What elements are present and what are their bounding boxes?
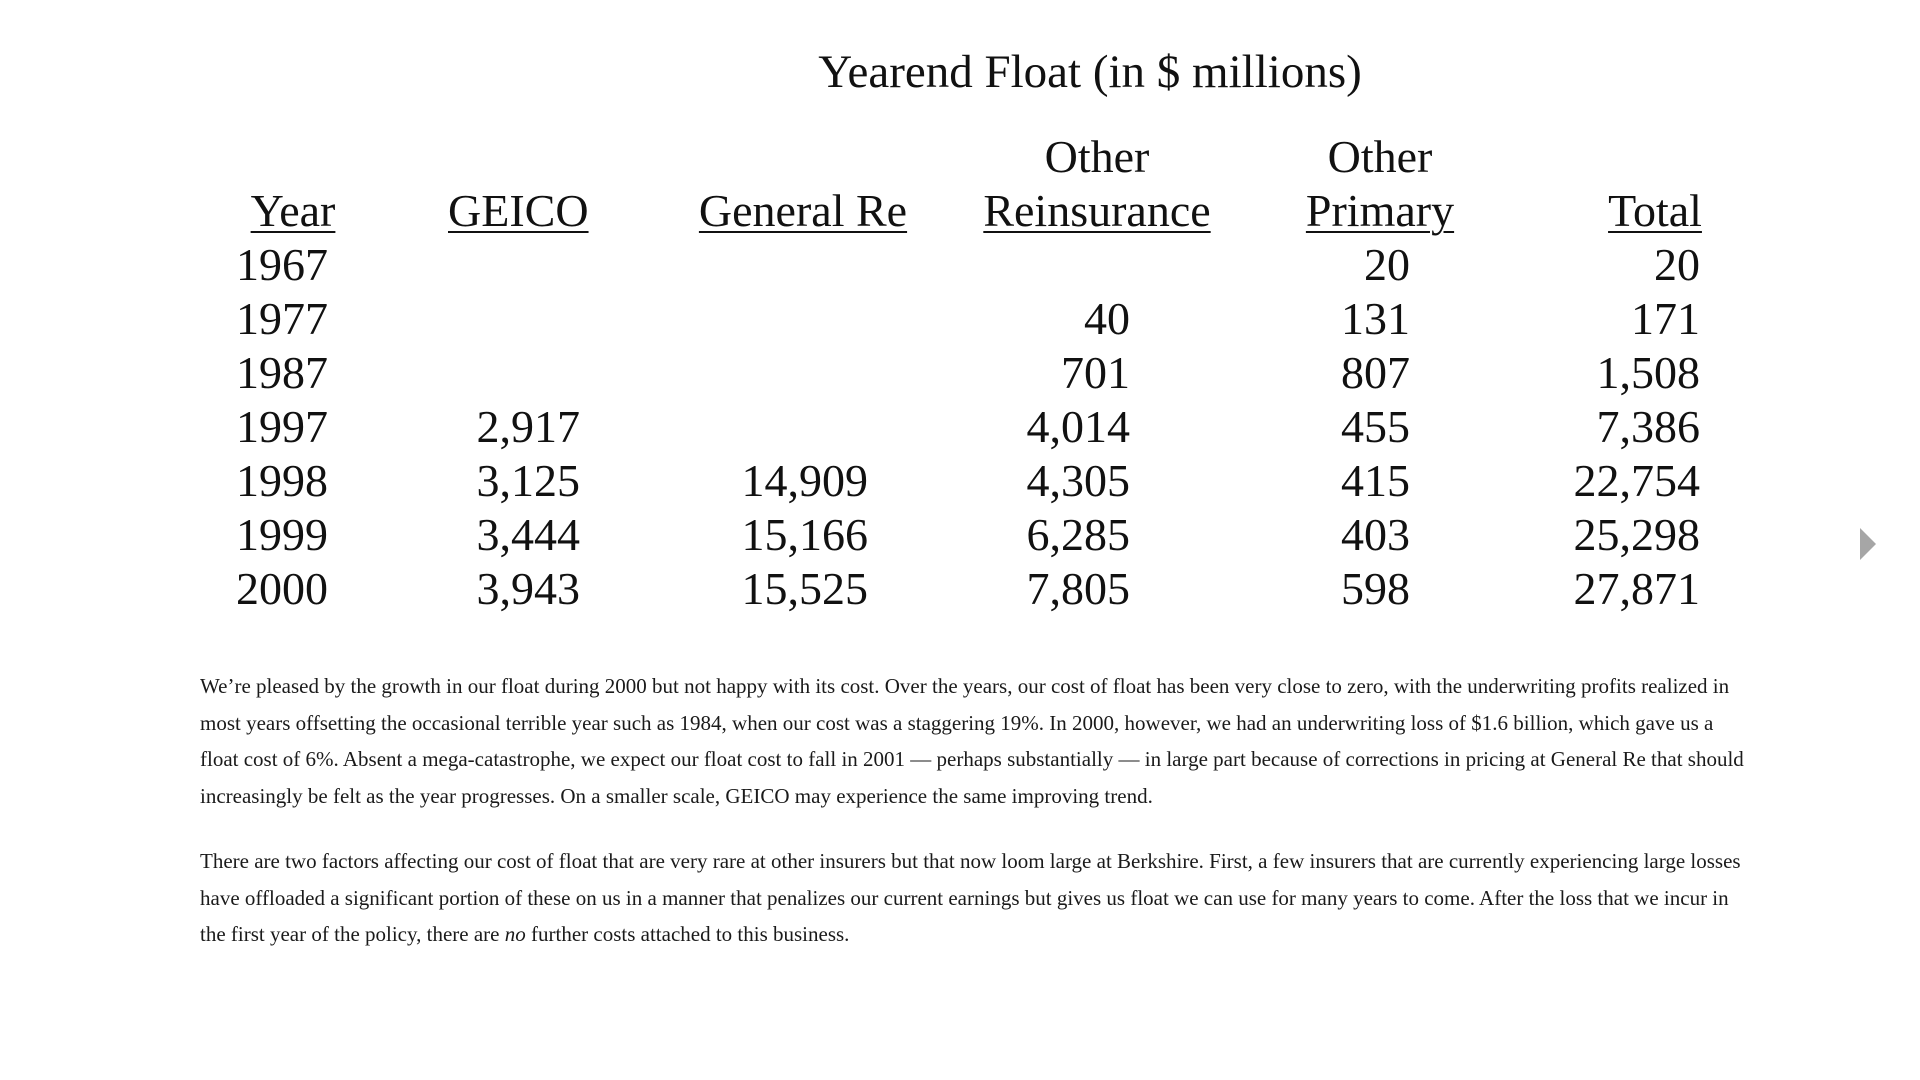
table-cell-other-reinsurance: 6,285 — [1026, 509, 1131, 560]
column-header-general-re-label: General Re — [698, 185, 908, 236]
table-cell-total: 1,508 — [1596, 347, 1701, 398]
table-cell-total: 22,754 — [1573, 455, 1701, 506]
table-cell-geico: 2,917 — [476, 401, 581, 452]
table-title: Yearend Float (in $ millions) — [818, 46, 1362, 98]
column-header-geico: GEICO — [448, 184, 589, 238]
paragraph-text: further costs attached to this business. — [525, 922, 850, 946]
column-header-geico-label: GEICO — [448, 185, 589, 236]
column-header-year-label: Year — [250, 185, 336, 236]
table-cell-general-re: 14,909 — [741, 455, 869, 506]
table-cell-other-primary: 403 — [1341, 509, 1410, 560]
table-cell-year: 2000 — [236, 563, 328, 614]
table-cell-total: 171 — [1631, 293, 1700, 344]
table-cell-geico: 3,125 — [476, 455, 581, 506]
table-cell-total: 25,298 — [1573, 509, 1701, 560]
yearend-float-table: Yearend Float (in $ millions) Year GEICO… — [236, 46, 1710, 614]
table-cell-year: 1998 — [236, 455, 328, 506]
table-cell-year: 1977 — [236, 293, 328, 344]
column-header-other-primary-line1: Other — [1327, 131, 1433, 182]
emphasis-text: no — [504, 922, 526, 946]
table-cell-other-primary: 415 — [1341, 455, 1410, 506]
column-header-total-label: Total — [1608, 185, 1702, 236]
column-header-year: Year — [238, 184, 348, 238]
table-cell-total: 7,386 — [1596, 401, 1701, 452]
table-cell-other-primary: 807 — [1341, 347, 1410, 398]
table-cell-year: 1997 — [236, 401, 328, 452]
paragraph-text: There are two factors affecting our cost… — [200, 849, 1741, 946]
table-cell-other-reinsurance: 4,014 — [1026, 401, 1131, 452]
paragraph-cost-factors: There are two factors affecting our cost… — [200, 843, 1745, 953]
table-cell-year: 1987 — [236, 347, 328, 398]
paragraph-float-cost: We’re pleased by the growth in our float… — [200, 674, 1744, 808]
triangle-right-icon[interactable] — [1860, 528, 1876, 560]
table-cell-other-primary: 598 — [1341, 563, 1410, 614]
table-cell-total: 20 — [1654, 239, 1700, 290]
column-header-general-re: General Re — [698, 184, 908, 238]
table-cell-geico: 3,943 — [476, 563, 581, 614]
column-header-other-reinsurance-line1: Other — [1044, 131, 1150, 182]
table-cell-general-re: 15,166 — [741, 509, 869, 560]
table-cell-year: 1999 — [236, 509, 328, 560]
table-cell-geico: 3,444 — [476, 509, 581, 560]
column-header-other-reinsurance: Other Reinsurance — [982, 130, 1212, 238]
body-text: We’re pleased by the growth in our float… — [200, 668, 1745, 982]
table-cell-total: 27,871 — [1573, 563, 1701, 614]
column-header-other-primary-line2: Primary — [1305, 185, 1455, 236]
table-cell-other-reinsurance: 40 — [1084, 293, 1130, 344]
table-cell-other-reinsurance: 4,305 — [1026, 455, 1131, 506]
table-cell-other-reinsurance: 701 — [1061, 347, 1130, 398]
table-cell-other-primary: 131 — [1341, 293, 1410, 344]
table-cell-general-re: 15,525 — [741, 563, 869, 614]
column-header-total: Total — [1600, 184, 1710, 238]
table-cell-other-primary: 455 — [1341, 401, 1410, 452]
column-header-other-reinsurance-line2: Reinsurance — [983, 185, 1211, 236]
table-cell-other-reinsurance: 7,805 — [1026, 563, 1131, 614]
column-header-other-primary: Other Primary — [1305, 130, 1455, 238]
table-cell-year: 1967 — [236, 239, 328, 290]
table-cell-other-primary: 20 — [1364, 239, 1410, 290]
